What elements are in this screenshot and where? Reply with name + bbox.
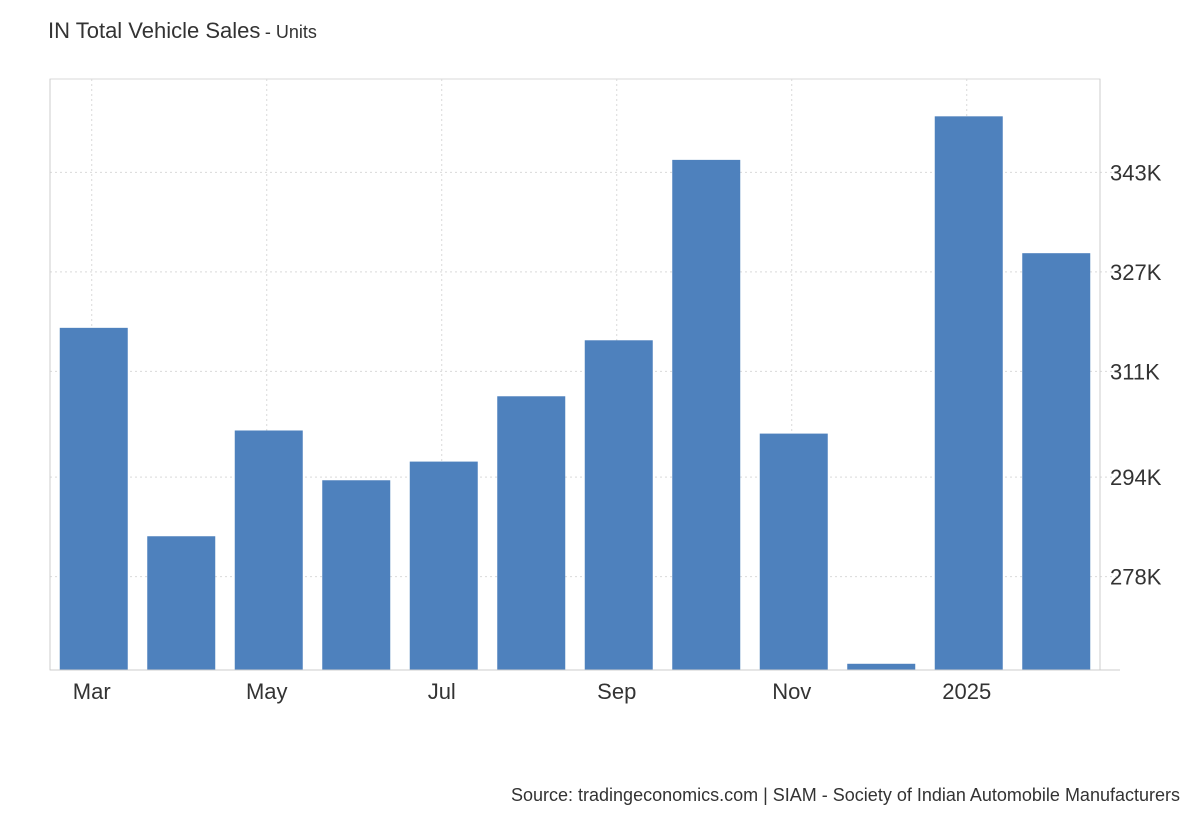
y-tick-label: 343K	[1110, 160, 1162, 185]
y-tick-label: 327K	[1110, 260, 1162, 285]
chart-title-unit: - Units	[264, 22, 317, 42]
y-tick-label: 278K	[1110, 565, 1162, 590]
bar	[934, 116, 1003, 671]
bar	[584, 340, 653, 670]
bar	[147, 536, 216, 670]
chart-title-main: IN Total Vehicle Sales	[48, 18, 261, 43]
bar	[847, 663, 916, 670]
bar	[1022, 253, 1091, 671]
bar	[497, 396, 566, 670]
x-tick-label: May	[246, 679, 288, 704]
bar	[59, 327, 128, 670]
chart-title: IN Total Vehicle Sales - Units	[48, 18, 317, 44]
bar	[234, 430, 303, 670]
bar	[409, 461, 478, 670]
chart-source: Source: tradingeconomics.com | SIAM - So…	[511, 785, 1180, 805]
bar	[759, 433, 828, 670]
x-tick-label: 2025	[942, 679, 991, 704]
x-tick-label: Jul	[428, 679, 456, 704]
y-tick-label: 294K	[1110, 465, 1162, 490]
y-tick-label: 311K	[1110, 359, 1160, 384]
bar	[672, 159, 741, 670]
bar	[322, 480, 391, 670]
x-tick-label: Nov	[772, 679, 811, 704]
chart-subtitle: Units	[275, 22, 317, 42]
x-tick-label: Mar	[73, 679, 111, 704]
x-tick-label: Sep	[597, 679, 636, 704]
